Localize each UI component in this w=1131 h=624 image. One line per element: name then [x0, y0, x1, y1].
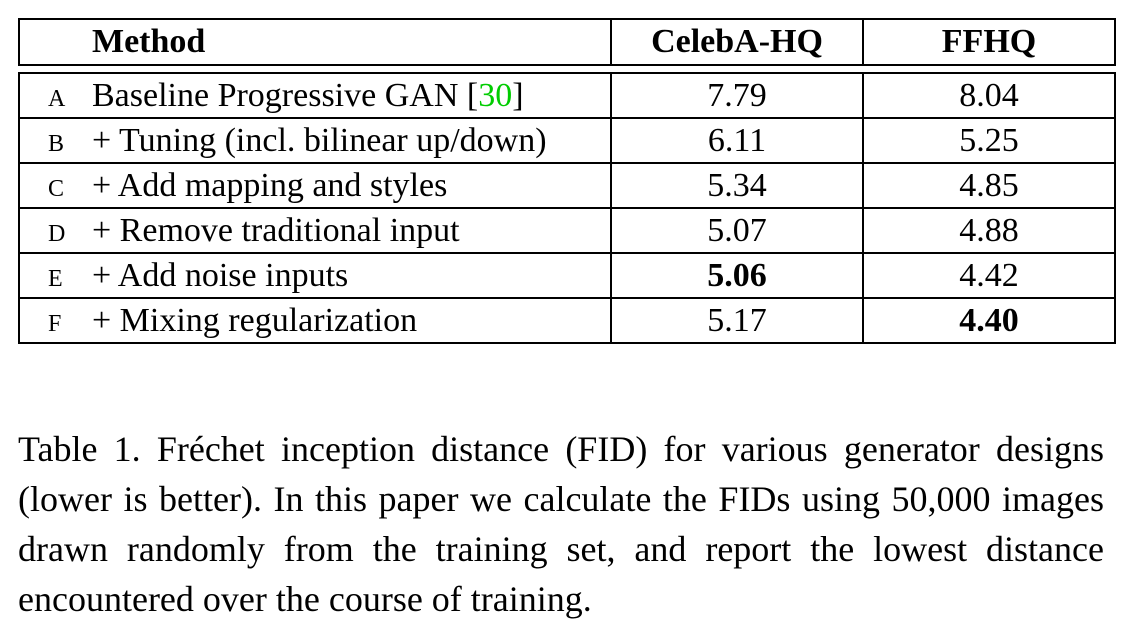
- method-name: + Remove traditional input: [92, 211, 460, 249]
- method-name: + Add noise inputs: [92, 256, 349, 294]
- celeba-hq-fid-value: 5.06: [610, 252, 864, 299]
- method-cell: B + Tuning (incl. bilinear up/down): [18, 117, 612, 164]
- ffhq-fid-value: 4.85: [862, 162, 1116, 209]
- method-name: + Mixing regularization: [92, 301, 418, 339]
- method-name-suffix: ]: [512, 76, 524, 114]
- method-cell: F + Mixing regularization: [18, 297, 612, 344]
- header-ffhq: FFHQ: [862, 18, 1116, 66]
- table-row: A Baseline Progressive GAN [30] 7.79 8.04: [18, 72, 1116, 119]
- table-row: B + Tuning (incl. bilinear up/down) 6.11 5.…: [18, 117, 1116, 164]
- row-id-label: E: [48, 265, 63, 292]
- celeba-hq-fid-value: 7.79: [610, 72, 864, 119]
- ffhq-fid-value: 4.42: [862, 252, 1116, 299]
- table-row: D + Remove traditional input 5.07 4.88: [18, 207, 1116, 254]
- ffhq-fid-value: 8.04: [862, 72, 1116, 119]
- row-id-label: D: [48, 220, 66, 247]
- method-cell: C + Add mapping and styles: [18, 162, 612, 209]
- method-name: + Tuning (incl. bilinear up/down): [92, 121, 547, 159]
- row-id-label: A: [48, 85, 66, 112]
- celeba-hq-fid-value: 5.34: [610, 162, 864, 209]
- table-row: F + Mixing regularization 5.17 4.40: [18, 297, 1116, 344]
- row-id-label: C: [48, 175, 65, 202]
- method-cell: A Baseline Progressive GAN [30]: [18, 72, 612, 119]
- ffhq-fid-value: 5.25: [862, 117, 1116, 164]
- citation-link[interactable]: 30: [478, 76, 513, 114]
- method-cell: D + Remove traditional input: [18, 207, 612, 254]
- row-id-label: F: [48, 310, 62, 337]
- celeba-hq-fid-value: 5.17: [610, 297, 864, 344]
- ffhq-fid-value: 4.88: [862, 207, 1116, 254]
- row-id-label: B: [48, 130, 65, 157]
- table-row: C + Add mapping and styles 5.34 4.85: [18, 162, 1116, 209]
- header-method: Method: [18, 18, 612, 66]
- method-cell: E + Add noise inputs: [18, 252, 612, 299]
- celeba-hq-fid-value: 5.07: [610, 207, 864, 254]
- table-body: A Baseline Progressive GAN [30] 7.79 8.04 B +…: [18, 64, 1116, 344]
- fid-results-table: Method CelebA-HQ FFHQ A Baseline Progress…: [18, 18, 1116, 344]
- celeba-hq-fid-value: 6.11: [610, 117, 864, 164]
- header-separator: [19, 64, 1115, 74]
- table-caption: Table 1. Fréchet inception distance (FID…: [18, 429, 1104, 619]
- table-header-row: Method CelebA-HQ FFHQ: [18, 18, 1116, 66]
- figure-table-1: Method CelebA-HQ FFHQ A Baseline Progress…: [18, 18, 1116, 344]
- header-celeba-hq: CelebA-HQ: [610, 18, 864, 66]
- ffhq-fid-value: 4.40: [862, 297, 1116, 344]
- table-row: E + Add noise inputs 5.06 4.42: [18, 252, 1116, 299]
- method-name: + Add mapping and styles: [92, 166, 448, 204]
- method-name: Baseline Progressive GAN [: [92, 76, 479, 114]
